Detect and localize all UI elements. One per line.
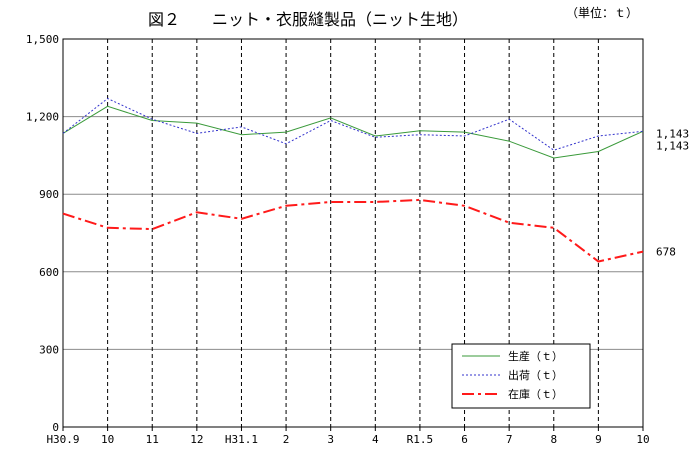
y-tick-label: 1,200: [26, 111, 59, 124]
y-tick-label: 300: [39, 343, 59, 356]
chart-title: 図２ ニット・衣服縫製品（ニット生地）: [148, 10, 468, 29]
x-tick-label: H31.1: [225, 433, 258, 446]
x-tick-label: 10: [101, 433, 114, 446]
x-tick-label: 8: [550, 433, 557, 446]
x-tick-label: 7: [506, 433, 513, 446]
plot-area: 0 300 600 900 1,200 1,500 H30.9 10 11 12 H31.1 2 3 4 R…: [26, 33, 689, 446]
x-tick-label: 3: [327, 433, 334, 446]
x-tick-label: 11: [146, 433, 159, 446]
end-value-label: 678: [656, 246, 676, 259]
x-tick-label: H30.9: [46, 433, 79, 446]
x-tick-label: 12: [190, 433, 203, 446]
x-tick-label: 2: [283, 433, 290, 446]
x-tick-label: R1.5: [407, 433, 434, 446]
legend-label: 生産（ｔ）: [508, 349, 563, 363]
series-line: [62, 97, 644, 151]
legend-label: 在庫（ｔ）: [508, 387, 563, 401]
x-tick-label: 6: [461, 433, 468, 446]
y-tick-label: 900: [39, 188, 59, 201]
unit-note: （単位：ｔ）: [566, 5, 638, 20]
y-tick-label: 600: [39, 266, 59, 279]
x-tick-label: 9: [595, 433, 602, 446]
y-tick-label: 1,500: [26, 33, 59, 46]
legend-box: [451, 343, 591, 409]
x-tick-label: 10: [636, 433, 649, 446]
series-line: [62, 105, 644, 159]
end-value-label: 1,143: [656, 139, 689, 152]
series-line: [62, 198, 644, 263]
end-value-label: 1,143: [656, 127, 689, 140]
x-tick-label: 4: [372, 433, 379, 446]
y-tick-label: 0: [52, 421, 59, 434]
plot-frame: [62, 38, 644, 428]
legend: 生産（ｔ） 出荷（ｔ） 在庫（ｔ）: [451, 343, 591, 409]
legend-label: 出荷（ｔ）: [508, 368, 563, 382]
